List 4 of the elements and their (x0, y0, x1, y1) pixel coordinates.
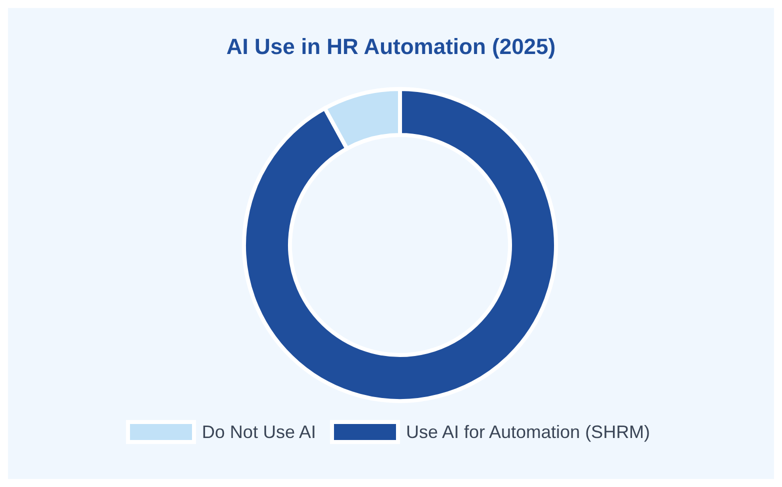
chart-title: AI Use in HR Automation (2025) (225, 34, 557, 60)
legend-label: Use AI for Automation (SHRM) (404, 420, 650, 444)
donut-slice (242, 87, 558, 403)
legend-label: Do Not Use AI (200, 420, 316, 444)
